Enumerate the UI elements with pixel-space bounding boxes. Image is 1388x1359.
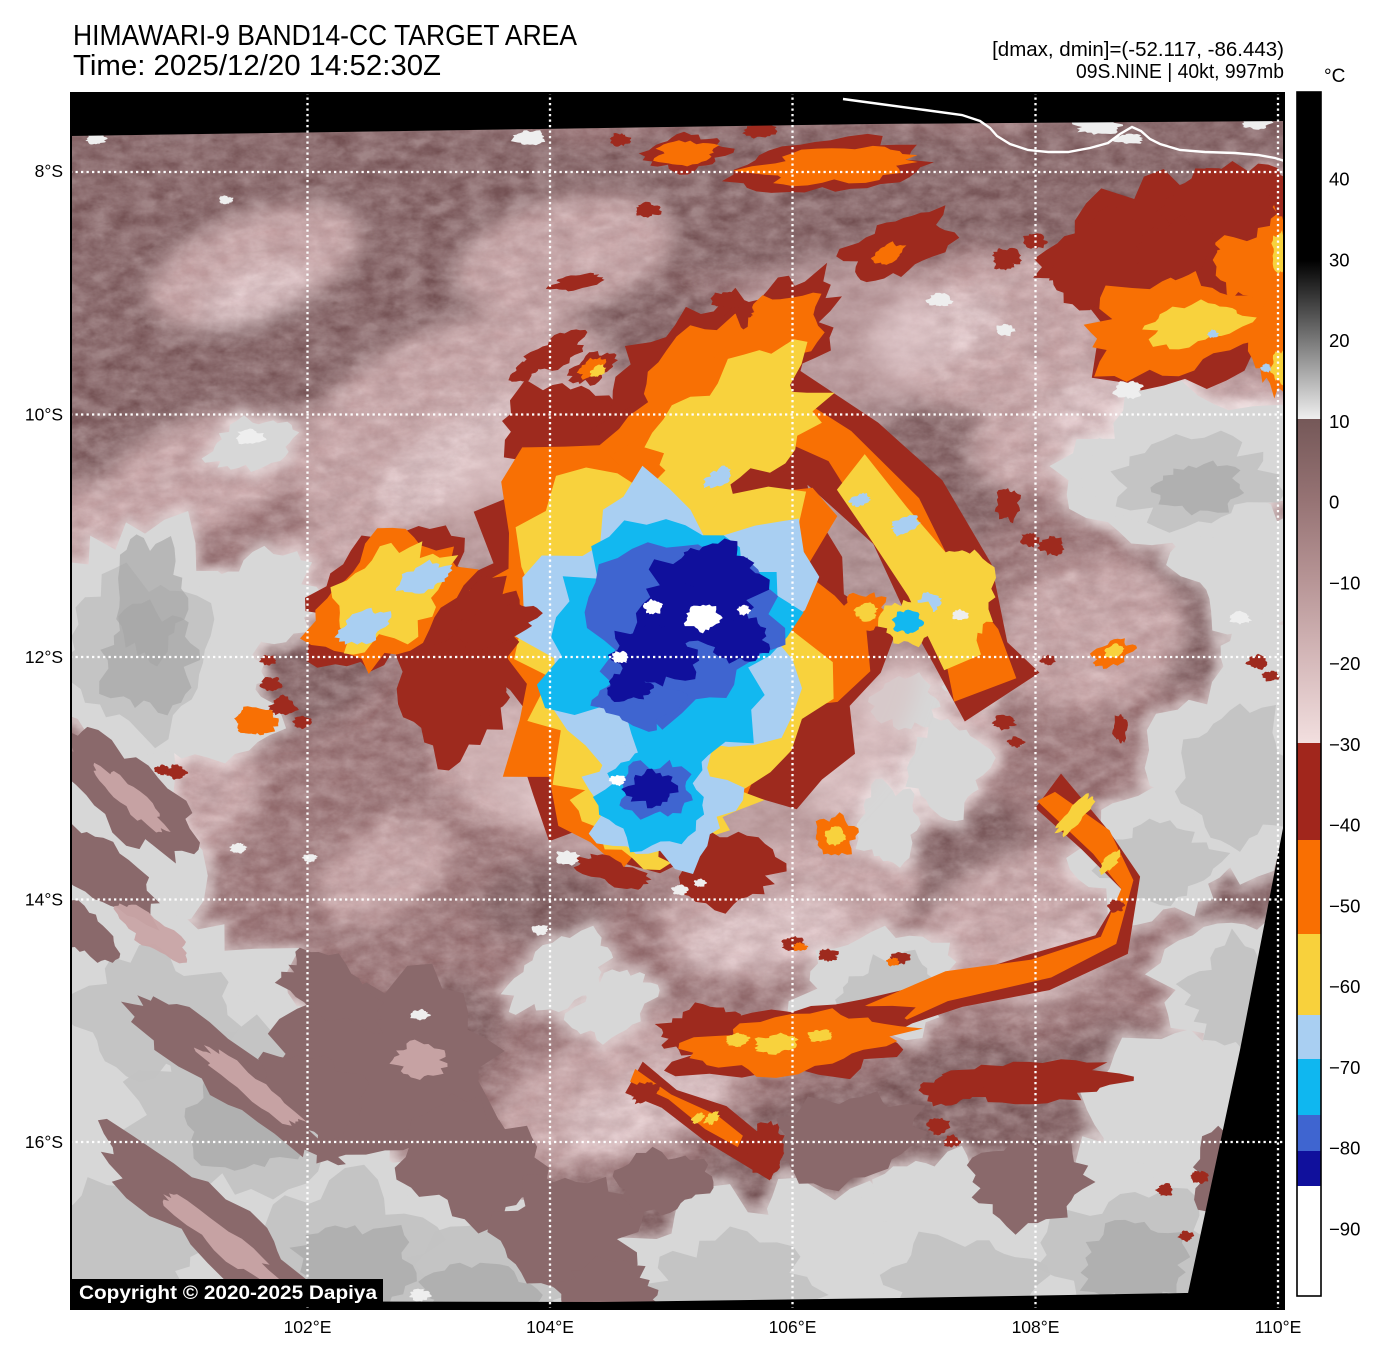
svg-text:[dmax, dmin]=(-52.117, -86.443: [dmax, dmin]=(-52.117, -86.443) xyxy=(992,38,1284,61)
svg-text:−70: −70 xyxy=(1329,1057,1360,1078)
svg-text:106°E: 106°E xyxy=(769,1317,817,1337)
svg-text:Time: 2025/12/20 14:52:30Z: Time: 2025/12/20 14:52:30Z xyxy=(73,50,441,82)
svg-text:09S.NINE | 40kt, 997mb: 09S.NINE | 40kt, 997mb xyxy=(1076,60,1284,83)
svg-text:−10: −10 xyxy=(1329,572,1360,593)
svg-text:−90: −90 xyxy=(1329,1218,1360,1239)
svg-text:108°E: 108°E xyxy=(1012,1317,1060,1337)
svg-text:−60: −60 xyxy=(1329,976,1360,997)
svg-text:30: 30 xyxy=(1329,249,1350,270)
svg-text:10°S: 10°S xyxy=(25,405,63,425)
svg-text:−40: −40 xyxy=(1329,815,1360,836)
svg-text:104°E: 104°E xyxy=(526,1317,574,1337)
svg-text:102°E: 102°E xyxy=(284,1317,332,1337)
svg-text:16°S: 16°S xyxy=(25,1132,63,1152)
svg-text:−20: −20 xyxy=(1329,653,1360,674)
svg-text:40: 40 xyxy=(1329,169,1350,190)
svg-text:12°S: 12°S xyxy=(25,647,63,667)
svg-text:°C: °C xyxy=(1324,66,1345,87)
svg-text:Copyright © 2020-2025 Dapiya: Copyright © 2020-2025 Dapiya xyxy=(79,1282,377,1304)
svg-text:10: 10 xyxy=(1329,411,1350,432)
svg-text:−30: −30 xyxy=(1329,734,1360,755)
svg-text:−80: −80 xyxy=(1329,1138,1360,1159)
svg-text:HIMAWARI-9 BAND14-CC TARGET AR: HIMAWARI-9 BAND14-CC TARGET AREA xyxy=(73,20,578,52)
svg-text:0: 0 xyxy=(1329,492,1339,513)
svg-text:110°E: 110°E xyxy=(1255,1317,1302,1337)
svg-text:8°S: 8°S xyxy=(35,161,63,181)
svg-text:14°S: 14°S xyxy=(25,890,63,910)
svg-text:−50: −50 xyxy=(1329,895,1360,916)
svg-text:20: 20 xyxy=(1329,330,1350,351)
